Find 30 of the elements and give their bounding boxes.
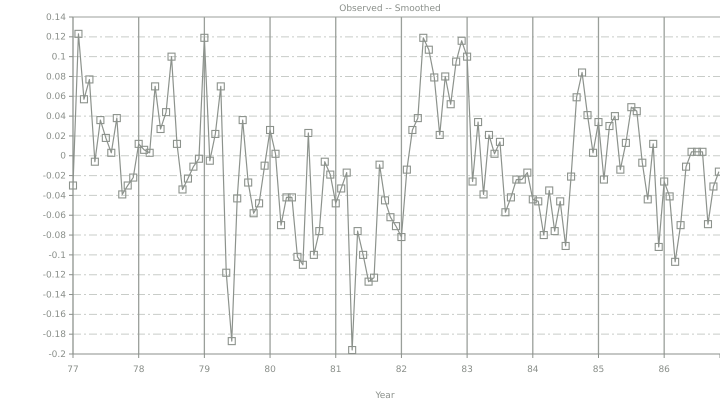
- y-tick-label: 0.12: [46, 32, 66, 43]
- x-tick-label: 86: [658, 364, 670, 375]
- x-tick-label: 79: [198, 364, 210, 375]
- y-tick-label: -0.1: [48, 250, 66, 261]
- y-tick-label: 0.1: [52, 52, 66, 63]
- y-tick-label: 0.06: [46, 92, 66, 102]
- y-tick-label: 0.14: [46, 12, 66, 23]
- x-axis-title: Year: [374, 391, 395, 401]
- y-tick-label: -0.06: [42, 211, 66, 222]
- y-tick-label: -0.14: [42, 290, 66, 300]
- x-tick-label: 83: [461, 364, 473, 375]
- y-tick-label: -0.04: [42, 191, 66, 202]
- x-tick-label: 82: [396, 364, 408, 375]
- y-tick-label: 0.02: [46, 132, 66, 142]
- y-tick-label: 0.04: [46, 112, 66, 122]
- x-tick-label: 80: [264, 364, 276, 375]
- y-tick-label: -0.16: [42, 310, 66, 320]
- y-tick-label: 0: [60, 152, 66, 162]
- y-tick-label: 0.08: [46, 72, 66, 82]
- x-tick-label: 78: [132, 364, 145, 375]
- x-tick-label: 81: [330, 364, 342, 375]
- y-tick-label: -0.02: [42, 171, 66, 182]
- x-tick-label: 77: [67, 364, 79, 375]
- x-tick-label: 85: [592, 364, 604, 375]
- x-tick-label: 84: [527, 364, 539, 375]
- chart-title: Observed -- Smoothed: [339, 4, 441, 14]
- y-tick-label: -0.12: [42, 270, 66, 281]
- y-tick-label: -0.18: [42, 330, 66, 340]
- y-tick-label: -0.2: [48, 350, 66, 360]
- y-tick-label: -0.08: [42, 230, 66, 241]
